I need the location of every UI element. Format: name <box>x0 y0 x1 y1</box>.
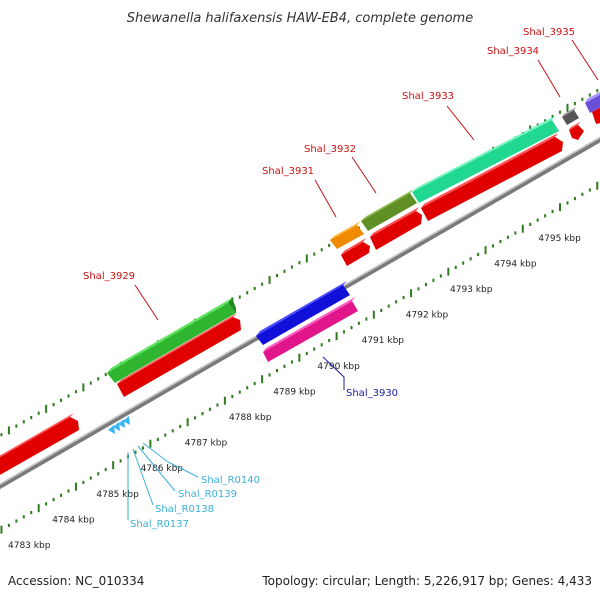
tick-label: 4784 kbp <box>52 515 95 525</box>
label-shal-3933[interactable]: Shal_3933 <box>402 91 454 102</box>
tick-label: 4785 kbp <box>96 490 139 500</box>
label-shal-r0137[interactable]: Shal_R0137 <box>130 519 189 530</box>
gene-shal-3935[interactable] <box>585 88 600 113</box>
tick-label: 4794 kbp <box>494 259 537 269</box>
leader-lines <box>127 39 599 520</box>
label-shal-3932[interactable]: Shal_3932 <box>304 144 356 155</box>
tick-label: 4792 kbp <box>406 311 449 321</box>
gene-shal-3929[interactable] <box>107 298 236 383</box>
label-shal-r0139[interactable]: Shal_R0139 <box>178 489 237 500</box>
genome-summary-text: Topology: circular; Length: 5,226,917 bp… <box>262 574 592 588</box>
accession-text: Accession: NC_010334 <box>8 574 145 588</box>
gene-labels: Shal_3929 Shal_3931 Shal_3932 Shal_3933 … <box>83 27 575 530</box>
map-title: Shewanella halifaxensis HAW-EB4, complet… <box>127 11 473 26</box>
label-shal-r0140[interactable]: Shal_R0140 <box>201 475 260 486</box>
tick-label: 4791 kbp <box>362 336 405 346</box>
tick-label: 4790 kbp <box>317 362 360 372</box>
gene-shal-3933[interactable] <box>412 116 559 203</box>
tick-row-lower <box>0 181 599 534</box>
tick-label: 4783 kbp <box>8 541 51 551</box>
tick-labels: 4783 kbp 4784 kbp 4785 kbp 4786 kbp 4787 kbp… <box>8 234 581 551</box>
cds-row-upper[interactable] <box>0 101 600 476</box>
label-shal-3931[interactable]: Shal_3931 <box>262 166 314 177</box>
tick-label: 4789 kbp <box>273 387 316 397</box>
rna-cluster[interactable] <box>108 416 130 434</box>
label-shal-3930[interactable]: Shal_3930 <box>346 388 398 399</box>
tick-label: 4786 kbp <box>141 464 184 474</box>
tick-label: 4788 kbp <box>229 413 272 423</box>
gene-shal-3930[interactable] <box>256 281 350 345</box>
label-shal-3935[interactable]: Shal_3935 <box>523 27 575 38</box>
gene-lower-pink[interactable] <box>263 297 358 362</box>
tick-label: 4787 kbp <box>185 439 228 449</box>
label-shal-3934[interactable]: Shal_3934 <box>487 46 539 57</box>
tick-label: 4793 kbp <box>450 285 493 295</box>
label-shal-3929[interactable]: Shal_3929 <box>83 271 135 282</box>
gene-shal-3934[interactable] <box>562 107 579 125</box>
gene-shal-3931[interactable] <box>330 221 364 249</box>
tick-label: 4795 kbp <box>538 234 581 244</box>
label-shal-r0138[interactable]: Shal_R0138 <box>155 504 214 515</box>
gene-shal-3932[interactable] <box>361 189 417 231</box>
